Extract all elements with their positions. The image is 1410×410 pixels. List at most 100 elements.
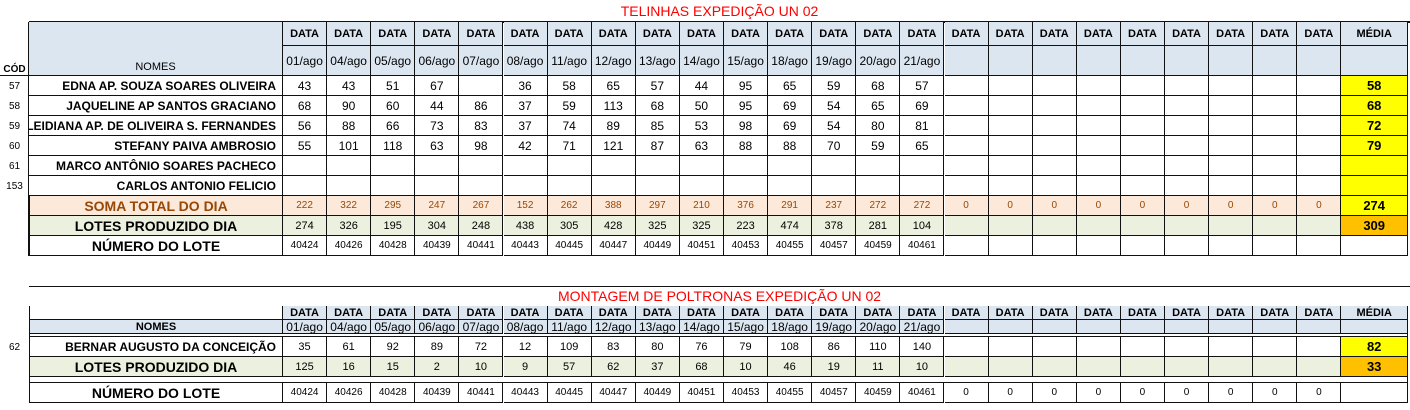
spacer-row[interactable] bbox=[29, 334, 1408, 337]
date-header[interactable]: DATA bbox=[768, 22, 813, 46]
numero-cell[interactable]: 40447 bbox=[591, 236, 636, 256]
value-cell[interactable] bbox=[1032, 76, 1077, 96]
value-cell[interactable]: 88 bbox=[327, 116, 372, 136]
value-cell[interactable] bbox=[1297, 116, 1342, 136]
row-name[interactable]: EDNA AP. SOUZA SOARES OLIVEIRA bbox=[29, 76, 283, 96]
cod-header-label[interactable]: CÓD bbox=[3, 63, 26, 75]
value-cell[interactable]: 37 bbox=[503, 116, 548, 136]
value-cell[interactable]: 72 bbox=[459, 337, 504, 357]
value-cell[interactable]: 68 bbox=[283, 96, 328, 116]
value-cell[interactable]: 43 bbox=[327, 76, 372, 96]
date-header[interactable]: DATA bbox=[988, 22, 1033, 46]
value-cell[interactable]: 85 bbox=[635, 116, 680, 136]
value-cell[interactable]: 68 bbox=[856, 76, 901, 96]
value-cell[interactable]: 59 bbox=[547, 96, 592, 116]
date-header[interactable]: DATA bbox=[1165, 306, 1210, 320]
value-cell[interactable]: 68 bbox=[635, 96, 680, 116]
value-cell[interactable] bbox=[944, 156, 989, 176]
numero-cell[interactable] bbox=[988, 236, 1033, 256]
value-cell[interactable] bbox=[1253, 156, 1298, 176]
value-cell[interactable] bbox=[988, 156, 1033, 176]
value-cell[interactable] bbox=[1297, 96, 1342, 116]
numero-cell[interactable]: 40453 bbox=[724, 236, 769, 256]
numero-cell[interactable]: 40459 bbox=[856, 236, 901, 256]
date-label[interactable]: 07/ago bbox=[459, 320, 504, 334]
value-cell[interactable] bbox=[1076, 176, 1121, 196]
media-cell[interactable]: 79 bbox=[1341, 136, 1408, 156]
value-cell[interactable] bbox=[988, 76, 1033, 96]
soma-cell[interactable]: 0 bbox=[1120, 196, 1165, 216]
value-cell[interactable] bbox=[988, 176, 1033, 196]
row-name[interactable]: STEFANY PAIVA AMBROSIO bbox=[29, 136, 283, 156]
value-cell[interactable] bbox=[679, 176, 724, 196]
lotes-cell[interactable]: 104 bbox=[900, 216, 945, 236]
soma-media[interactable]: 274 bbox=[1341, 196, 1408, 216]
value-cell[interactable] bbox=[371, 156, 416, 176]
date-header[interactable]: DATA bbox=[503, 306, 548, 320]
value-cell[interactable] bbox=[944, 76, 989, 96]
value-cell[interactable] bbox=[768, 156, 813, 176]
numero-cell[interactable]: 0 bbox=[1076, 383, 1121, 403]
lotes-cell[interactable]: 305 bbox=[547, 216, 592, 236]
date-header[interactable]: DATA bbox=[900, 306, 945, 320]
value-cell[interactable]: 73 bbox=[415, 116, 460, 136]
numero-cell[interactable]: 40455 bbox=[768, 236, 813, 256]
nomes-header[interactable] bbox=[29, 22, 283, 76]
value-cell[interactable] bbox=[988, 136, 1033, 156]
row-code[interactable]: 61 bbox=[8, 160, 21, 172]
value-cell[interactable]: 42 bbox=[503, 136, 548, 156]
lotes-cell[interactable] bbox=[1165, 216, 1210, 236]
numero-media-blank[interactable] bbox=[1341, 383, 1408, 403]
value-cell[interactable]: 71 bbox=[547, 136, 592, 156]
lotes-cell[interactable]: 16 bbox=[327, 357, 372, 377]
date-label[interactable] bbox=[988, 46, 1033, 76]
value-cell[interactable] bbox=[1297, 136, 1342, 156]
lotes-cell[interactable]: 37 bbox=[635, 357, 680, 377]
soma-cell[interactable]: 267 bbox=[459, 196, 504, 216]
lotes-cell[interactable] bbox=[1209, 357, 1254, 377]
numero-cell[interactable]: 40426 bbox=[327, 236, 372, 256]
numero-cell[interactable]: 40445 bbox=[547, 236, 592, 256]
date-header[interactable]: DATA bbox=[988, 306, 1033, 320]
date-label[interactable] bbox=[1209, 320, 1254, 334]
value-cell[interactable] bbox=[1032, 176, 1077, 196]
value-cell[interactable] bbox=[1253, 116, 1298, 136]
value-cell[interactable]: 88 bbox=[768, 136, 813, 156]
value-cell[interactable] bbox=[1209, 156, 1254, 176]
numero-cell[interactable]: 40441 bbox=[459, 383, 504, 403]
date-label[interactable] bbox=[1120, 320, 1165, 334]
media-header-blank[interactable] bbox=[1341, 320, 1408, 334]
value-cell[interactable]: 101 bbox=[327, 136, 372, 156]
soma-cell[interactable]: 322 bbox=[327, 196, 372, 216]
date-header[interactable]: DATA bbox=[635, 306, 680, 320]
numero-cell[interactable]: 40428 bbox=[371, 383, 416, 403]
value-cell[interactable] bbox=[1209, 116, 1254, 136]
value-cell[interactable]: 70 bbox=[812, 136, 857, 156]
value-cell[interactable]: 63 bbox=[415, 136, 460, 156]
soma-cell[interactable]: 0 bbox=[1253, 196, 1298, 216]
date-header[interactable]: DATA bbox=[1253, 22, 1298, 46]
value-cell[interactable] bbox=[1165, 156, 1210, 176]
lotes-cell[interactable]: 10 bbox=[459, 357, 504, 377]
date-label[interactable]: 20/ago bbox=[856, 46, 901, 76]
date-header[interactable]: DATA bbox=[856, 306, 901, 320]
value-cell[interactable] bbox=[1120, 116, 1165, 136]
value-cell[interactable]: 108 bbox=[768, 337, 813, 357]
value-cell[interactable] bbox=[1076, 156, 1121, 176]
value-cell[interactable] bbox=[459, 156, 504, 176]
date-header[interactable]: DATA bbox=[724, 306, 769, 320]
value-cell[interactable]: 69 bbox=[768, 116, 813, 136]
value-cell[interactable]: 83 bbox=[591, 337, 636, 357]
value-cell[interactable]: 55 bbox=[283, 136, 328, 156]
date-header[interactable]: DATA bbox=[724, 22, 769, 46]
value-cell[interactable] bbox=[1297, 337, 1342, 357]
value-cell[interactable] bbox=[988, 337, 1033, 357]
value-cell[interactable] bbox=[1253, 176, 1298, 196]
date-label[interactable] bbox=[1253, 46, 1298, 76]
value-cell[interactable] bbox=[283, 156, 328, 176]
date-header[interactable]: DATA bbox=[1209, 306, 1254, 320]
date-label[interactable] bbox=[1297, 320, 1342, 334]
numero-cell[interactable]: 0 bbox=[944, 383, 989, 403]
date-label[interactable] bbox=[1209, 46, 1254, 76]
value-cell[interactable]: 76 bbox=[679, 337, 724, 357]
